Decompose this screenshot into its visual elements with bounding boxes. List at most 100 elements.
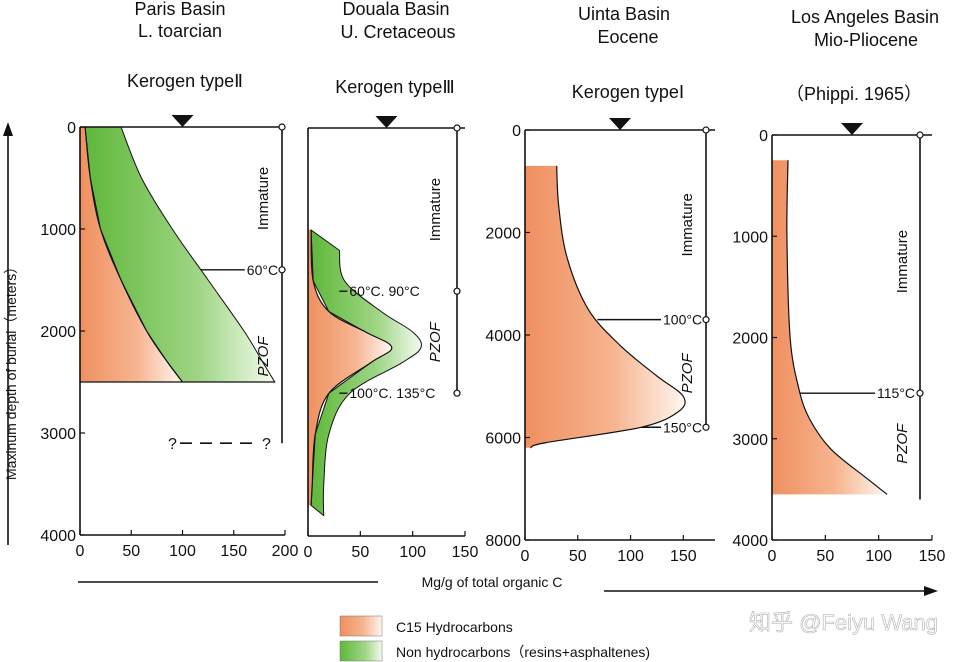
x-tick-label: 0 bbox=[768, 548, 777, 565]
panels: 0 50 100 150 20001000200030004000ImmaturePZO… bbox=[40, 115, 945, 565]
zone-label: Immature bbox=[427, 178, 444, 241]
zone-boundary-marker bbox=[702, 423, 710, 431]
x-tick-label: 0 bbox=[76, 543, 85, 560]
panel-titles: Paris Basin L. toarcian Douala Basin U. … bbox=[134, 0, 939, 50]
zone-boundary-marker bbox=[916, 389, 924, 397]
panel-1-kerogen: Kerogen typeⅡ bbox=[127, 71, 243, 91]
uncertain-mark-right: ? bbox=[262, 436, 271, 453]
panel-3-kerogen: Kerogen typeⅠ bbox=[572, 82, 684, 102]
temperature-label: 115°C bbox=[877, 385, 915, 401]
zone-boundary-marker bbox=[453, 389, 461, 397]
zone-boundary-marker bbox=[278, 123, 286, 131]
legend: C15 Hydrocarbons Non hydrocarbons（resins… bbox=[339, 615, 650, 662]
x-tick-label: 150 bbox=[452, 544, 479, 561]
zone-boundary-marker bbox=[702, 126, 710, 134]
panel-3: 0 50 100 150 0 2000 4000 6000 8000 Immature PZOF 10… bbox=[485, 118, 715, 565]
c15-hydrocarbon-area bbox=[525, 165, 686, 448]
zone-label: Immature bbox=[679, 193, 696, 256]
legend-label-non-hc: Non hydrocarbons（resins+asphaltenes) bbox=[396, 644, 650, 660]
c15-hydrocarbon-area bbox=[308, 230, 392, 506]
x-tick-label: 150 bbox=[670, 548, 697, 565]
zone-boundary-marker bbox=[916, 131, 924, 139]
panel-4: 0 50 100 150 0 1000 2000 3000 4000 Immature PZOF 11… bbox=[732, 123, 945, 565]
c15-hydrocarbon-edge bbox=[786, 160, 888, 495]
top-marker-triangle bbox=[841, 123, 863, 135]
y-tick-label: 6000 bbox=[485, 431, 521, 448]
x-tick-label: 50 bbox=[351, 544, 369, 561]
x-axis-label-group: Mg/g of total organic C bbox=[78, 574, 938, 596]
y-tick-label: 2000 bbox=[40, 324, 76, 341]
x-tick-label: 200 bbox=[272, 543, 299, 560]
zone-label: Immature bbox=[255, 167, 272, 230]
y-tick-label: 0 bbox=[759, 128, 768, 145]
non-hydrocarbon-area bbox=[84, 126, 276, 383]
zone-boundary-marker bbox=[453, 287, 461, 295]
temperature-label: 100°C. 135°C bbox=[349, 385, 435, 401]
y-axis-label: Maxinum depth of burial（meters） bbox=[3, 260, 19, 480]
x-tick-label: 100 bbox=[865, 548, 892, 565]
x-tick-label: 0 bbox=[304, 544, 313, 561]
panel-3-title: Uinta Basin bbox=[578, 4, 670, 24]
c15-hydrocarbon-area bbox=[80, 127, 183, 382]
temperature-label: 150°C bbox=[663, 419, 702, 435]
zone-label: PZOF bbox=[679, 353, 696, 394]
x-tick-label: 150 bbox=[919, 548, 946, 565]
panel-4-kerogen: （Phippi. 1965） bbox=[786, 84, 922, 104]
zone-label: PZOF bbox=[894, 423, 911, 464]
panel-2-subtitle: U. Cretaceous bbox=[340, 22, 455, 42]
panel-4-subtitle: Mio-Pliocene bbox=[814, 30, 918, 50]
panel-2-kerogen: Kerogen typeⅢ bbox=[335, 77, 455, 97]
y-tick-label: 1000 bbox=[40, 222, 76, 239]
uncertain-mark-left: ? bbox=[168, 436, 177, 453]
c15-hydrocarbon-area bbox=[772, 160, 888, 495]
x-tick-label: 100 bbox=[169, 543, 196, 560]
y-tick-label: 1000 bbox=[732, 229, 768, 246]
c15-hydrocarbon-edge bbox=[84, 126, 183, 383]
zone-label: PZOF bbox=[255, 336, 272, 377]
y-tick-label: 2000 bbox=[485, 226, 521, 243]
x-tick-label: 50 bbox=[816, 548, 834, 565]
x-tick-label: 50 bbox=[569, 548, 587, 565]
y-tick-label: 4000 bbox=[40, 528, 76, 545]
panel-1-subtitle: L. toarcian bbox=[138, 21, 222, 41]
zone-boundary-marker bbox=[453, 124, 461, 132]
x-tick-label: 100 bbox=[399, 544, 426, 561]
temperature-label: 60°C. 90°C bbox=[349, 283, 419, 299]
temperature-label: 100°C bbox=[663, 312, 702, 328]
x-tick-label: 0 bbox=[521, 548, 530, 565]
x-axis-arrow-head bbox=[924, 586, 938, 596]
panel-2-title: Douala Basin bbox=[342, 0, 449, 19]
c15-hydrocarbon-edge bbox=[530, 165, 686, 449]
x-tick-label: 50 bbox=[122, 543, 140, 560]
y-tick-label: 2000 bbox=[732, 331, 768, 348]
top-marker-triangle bbox=[609, 118, 631, 130]
temperature-label: 60°C bbox=[247, 262, 278, 278]
y-axis-arrow-head bbox=[3, 122, 13, 136]
y-tick-label: 0 bbox=[512, 123, 521, 140]
legend-swatch-c15 bbox=[339, 615, 383, 637]
x-tick-label: 150 bbox=[220, 543, 247, 560]
kerogen-labels: Kerogen typeⅡ Kerogen typeⅢ Kerogen type… bbox=[127, 71, 922, 104]
y-tick-label: 4000 bbox=[485, 328, 521, 345]
y-tick-label: 4000 bbox=[732, 533, 768, 550]
top-marker-triangle bbox=[171, 115, 194, 127]
zone-label: Immature bbox=[894, 230, 911, 293]
panel-1: 0 50 100 150 20001000200030004000ImmaturePZO… bbox=[40, 115, 298, 560]
legend-label-c15: C15 Hydrocarbons bbox=[396, 619, 513, 635]
y-tick-label: 3000 bbox=[732, 432, 768, 449]
zone-boundary-marker bbox=[278, 266, 286, 274]
y-axis-label-group: Maxinum depth of burial（meters） bbox=[3, 122, 19, 545]
zone-label: PZOF bbox=[427, 321, 444, 362]
legend-swatch-non-hc bbox=[339, 640, 383, 662]
y-tick-label: 3000 bbox=[40, 426, 76, 443]
panel-4-title: Los Angeles Basin bbox=[791, 7, 939, 27]
y-tick-label: 0 bbox=[67, 120, 76, 137]
c15-hydrocarbon-edge bbox=[310, 229, 393, 506]
non-hydrocarbon-area bbox=[310, 228, 422, 517]
x-axis-label: Mg/g of total organic C bbox=[422, 574, 563, 590]
zone-boundary-marker bbox=[702, 316, 710, 324]
panel-2: 0 50 100 150 Immature PZOF 60°C. 90°C 100°C. 13… bbox=[304, 116, 479, 561]
y-tick-label: 8000 bbox=[485, 533, 521, 550]
panel-1-title: Paris Basin bbox=[134, 0, 225, 19]
panel-3-subtitle: Eocene bbox=[597, 27, 658, 47]
